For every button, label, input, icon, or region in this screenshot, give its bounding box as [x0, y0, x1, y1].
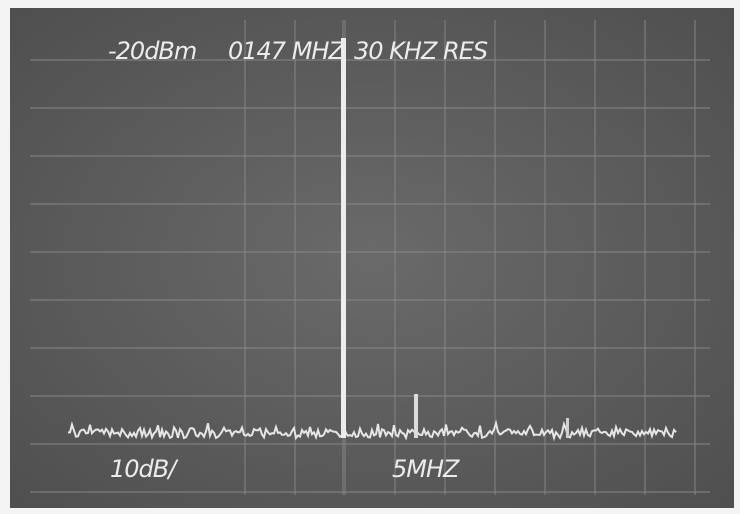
span: 5MHZ	[392, 455, 460, 483]
center-frequency: 0147 MHZ	[228, 37, 345, 65]
resolution: 30 KHZ RES	[354, 37, 488, 65]
vertical-scale: 10dB/	[110, 455, 179, 483]
spectrum-trace	[67, 419, 677, 442]
spur-spike	[414, 394, 418, 438]
spur-spike	[566, 418, 569, 438]
screen	[10, 8, 734, 508]
carrier-spike	[341, 38, 346, 438]
reference-level: -20dBm	[108, 37, 196, 65]
